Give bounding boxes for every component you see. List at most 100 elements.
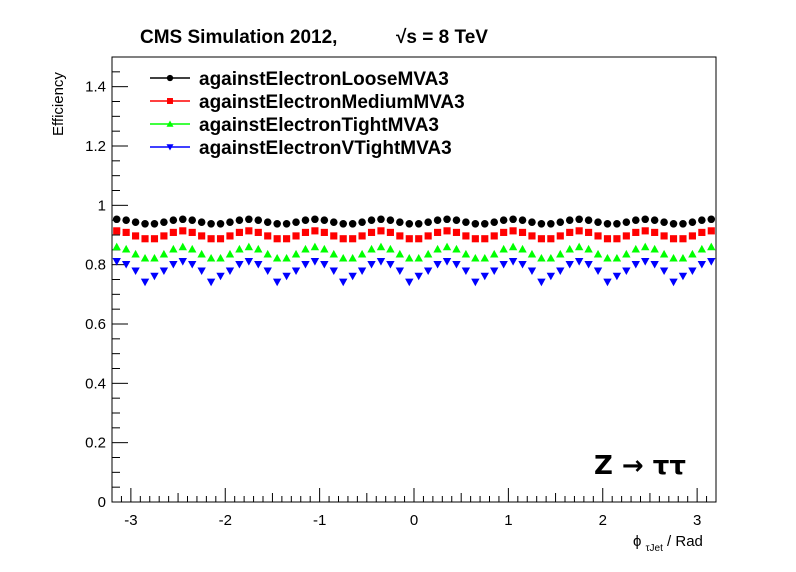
data-point-2 [659,249,669,258]
data-point-3 [593,267,603,276]
data-point-2 [310,242,320,251]
x-axis-label-subscript: τJet [646,543,664,554]
data-point-1 [660,232,668,240]
data-point-1 [613,235,621,243]
data-point-2 [348,253,357,262]
data-point-1 [169,228,177,236]
data-point-2 [433,244,442,253]
x-axis-label-symbol: ϕ [633,533,641,550]
data-point-1 [575,227,583,235]
data-point-3 [329,267,338,276]
data-point-1 [320,228,328,236]
data-point-2 [244,242,254,251]
data-point-2 [707,242,716,251]
data-point-0 [518,216,527,224]
data-point-1 [311,227,319,235]
data-point-3 [244,258,254,266]
legend-marker-2 [166,120,174,127]
data-point-2 [688,249,697,258]
data-point-2 [131,249,140,258]
y-tick-label: 0 [98,494,106,511]
data-point-2 [376,242,386,251]
data-point-2 [631,244,640,253]
data-point-0 [556,218,565,226]
data-point-0 [245,215,253,224]
data-point-0 [141,220,149,228]
data-point-1 [594,232,602,240]
data-point-1 [707,227,715,235]
data-point-3 [442,258,452,266]
data-point-2 [339,253,348,262]
data-point-2 [301,244,310,253]
data-point-1 [415,235,423,243]
data-point-1 [556,232,564,240]
data-point-3 [395,267,405,276]
data-point-2 [395,249,405,258]
data-point-2 [442,242,452,251]
data-point-1 [349,235,357,243]
data-point-3 [282,272,291,281]
data-point-2 [527,249,537,258]
data-point-2 [537,253,546,262]
x-tick-label: 2 [599,512,607,529]
data-point-2 [169,244,178,253]
legend-label-1: againstElectronMediumMVA3 [199,92,465,113]
data-point-3 [556,267,565,276]
data-point-3 [678,272,688,281]
data-point-1 [462,232,470,240]
data-point-3 [367,260,376,269]
data-point-2 [329,249,338,258]
process-annotation: Z → ττ [594,451,686,481]
data-point-3 [433,260,442,269]
data-point-0 [462,218,470,226]
data-point-1 [585,228,593,236]
data-point-3 [584,260,593,269]
data-point-3 [499,260,508,269]
data-point-2 [612,253,622,262]
x-axis-label-unit: / Rad [667,533,703,550]
data-point-3 [216,272,225,281]
data-point-2 [357,249,367,258]
data-point-0 [537,220,546,228]
data-point-0 [414,220,423,228]
data-point-3 [527,267,537,276]
data-point-2 [225,249,235,258]
data-point-1 [509,227,517,235]
y-tick-label: 0.8 [85,257,106,274]
y-tick-label: 0.4 [85,375,106,392]
data-point-0 [358,218,366,226]
axis-ticks [111,56,717,503]
data-point-0 [443,215,451,224]
data-point-3 [603,278,612,287]
data-point-2 [367,244,376,253]
x-tick-label: -1 [313,512,326,529]
data-point-3 [622,267,631,276]
data-point-0 [216,220,225,228]
legend-marker-1 [167,98,173,104]
data-point-2 [291,249,301,258]
title-text: CMS Simulation 2012, [140,27,337,48]
data-point-1 [632,228,640,236]
data-point-2 [603,253,612,262]
data-point-1 [179,227,187,235]
data-point-2 [593,249,603,258]
data-point-3 [461,267,471,276]
data-point-2 [546,253,556,262]
y-tick-label: 1 [98,197,106,214]
legend-label-0: againstElectronLooseMVA3 [199,69,449,90]
data-point-1 [216,235,225,243]
data-point-1 [698,228,706,236]
data-point-1 [434,228,442,236]
data-point-2 [471,253,480,262]
data-point-2 [584,244,593,253]
data-point-0 [528,218,536,226]
data-point-0 [471,220,480,228]
y-tick-label: 0.6 [85,316,106,333]
data-point-3 [546,272,556,281]
data-point-3 [159,267,169,276]
data-point-2 [140,253,150,262]
data-point-3 [254,260,263,269]
data-point-2 [178,242,187,251]
data-point-3 [518,260,527,269]
data-point-3 [310,258,320,266]
